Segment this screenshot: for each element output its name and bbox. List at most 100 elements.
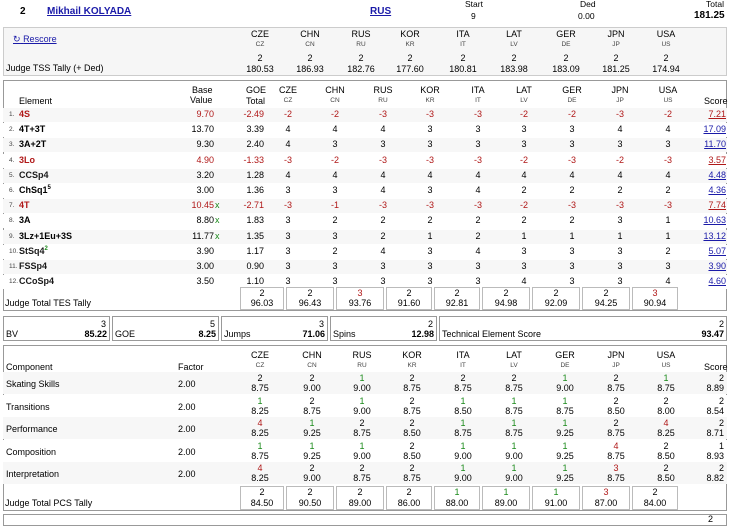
rescore-link[interactable]: ↻ Rescore (13, 34, 57, 44)
element-judge-code: USA (658, 85, 678, 95)
pcs-judge-sub: IT (460, 362, 466, 369)
element-judge-goe: -3 (425, 109, 434, 119)
element-judge-goe: -3 (473, 109, 482, 119)
tes-tally-rank: 3 (357, 288, 363, 298)
element-judge-goe: 2 (569, 185, 575, 195)
component-score-rank: 2 (718, 395, 724, 406)
component-judge-mark: 8.75 (403, 405, 421, 416)
element-score[interactable]: 7.21 (708, 109, 726, 119)
element-judge-sub: RU (378, 97, 388, 104)
element-judge-sub: KR (425, 97, 435, 104)
tss-value: 183.98 (500, 64, 528, 74)
component-judge-rank: 1 (359, 373, 365, 383)
component-judge-mark: 8.75 (607, 383, 625, 393)
element-score[interactable]: 13.12 (703, 230, 726, 241)
element-judge-goe: -3 (567, 200, 576, 211)
element-judge-goe: 4 (380, 124, 386, 135)
element-judge-code: GER (562, 85, 582, 95)
element-goe: -2.49 (243, 109, 264, 119)
component-judge-mark: 8.75 (303, 405, 321, 416)
element-base-value: 3.90 (196, 245, 214, 256)
total-score: 181.25 (694, 10, 725, 21)
element-row (3, 168, 727, 183)
component-judge-mark: 9.00 (303, 383, 321, 393)
element-score[interactable]: 4.60 (708, 276, 726, 287)
element-judge-goe: 3 (332, 185, 338, 195)
element-judge-sub: IT (475, 97, 481, 104)
element-judge-goe: -3 (283, 200, 292, 211)
component-score-rank: 2 (718, 373, 724, 383)
component-judge-rank: 1 (460, 440, 466, 451)
element-judge-goe: 4 (521, 169, 527, 180)
pcs-judge-code: RUS (352, 350, 372, 360)
pcs-judge-code: CZE (251, 350, 269, 360)
pcs-judge-sub: US (661, 362, 671, 369)
component-judge-mark: 8.75 (251, 450, 269, 461)
jumps-label: Jumps (224, 329, 251, 339)
pcs-tally-rank: 2 (406, 487, 412, 497)
element-score[interactable]: 7.74 (708, 200, 726, 211)
component-judge-rank: 2 (460, 373, 466, 383)
element-judge-goe: 3 (380, 276, 386, 287)
element-score[interactable]: 5.07 (708, 245, 726, 256)
element-judge-goe: -3 (615, 200, 624, 211)
element-score[interactable]: 4.36 (708, 185, 726, 195)
element-base-value: 10.45 (191, 200, 214, 211)
tes-tally-cell (386, 287, 432, 310)
element-score[interactable]: 3.57 (708, 154, 726, 165)
component-judge-rank: 2 (257, 373, 263, 383)
element-bonus-x: x (215, 230, 220, 241)
element-name: 3Lo (19, 154, 36, 165)
element-score[interactable]: 17.09 (703, 124, 726, 135)
element-row (3, 108, 727, 122)
goe-rank: 5 (209, 319, 215, 329)
element-judge-goe: 2 (569, 215, 575, 226)
nation-link[interactable]: RUS (370, 6, 392, 17)
judge-code: KOR (400, 29, 420, 39)
element-number: 1. (9, 111, 15, 118)
tes-box-rank: 2 (718, 319, 724, 329)
element-base-value: 8.80 (196, 215, 214, 226)
element-name: CCSp4 (19, 169, 49, 180)
pcs-judge-sub: CZ (255, 362, 265, 369)
component-judge-rank: 3 (613, 463, 619, 474)
component-name: Transitions (6, 401, 50, 412)
pcs-tally-value: 88.00 (445, 498, 469, 508)
component-judge-mark: 9.00 (454, 473, 472, 484)
element-bonus-x: x (215, 200, 220, 211)
pcs-tally-cell (286, 486, 334, 510)
element-judge-code: CZE (279, 85, 297, 95)
element-judge-goe: 4 (380, 185, 386, 195)
component-judge-mark: 9.00 (353, 383, 371, 393)
component-judge-rank: 1 (562, 395, 568, 406)
tes-tally-cell (632, 287, 678, 310)
element-score[interactable]: 11.70 (704, 139, 726, 150)
component-name: Composition (6, 446, 57, 457)
element-judge-goe: 3 (521, 245, 527, 256)
element-name: 3A+2T (19, 139, 47, 150)
jumps-value: 71.06 (302, 329, 325, 339)
element-score[interactable]: 3.90 (708, 261, 726, 271)
jumps-rank: 3 (318, 319, 324, 329)
pcs-tally-value: 84.50 (250, 498, 274, 508)
element-score[interactable]: 10.63 (703, 215, 726, 226)
element-judge-sub: CN (330, 97, 340, 104)
element-name: CCoSp4 (19, 276, 55, 287)
element-judge-goe: 4 (380, 169, 386, 180)
element-judge-goe: 3 (569, 276, 575, 287)
element-judge-goe: 2 (427, 215, 433, 226)
element-score[interactable]: 4.48 (708, 169, 726, 180)
component-judge-rank: 1 (460, 418, 466, 429)
component-judge-rank: 1 (359, 395, 365, 406)
element-judge-goe: 1 (617, 230, 623, 241)
next-panel (3, 514, 727, 526)
element-judge-goe: -3 (283, 154, 292, 165)
component-score-rank: 1 (718, 440, 724, 451)
component-judge-rank: 2 (409, 440, 415, 451)
pcs-tally-cell (240, 486, 284, 510)
goe-box (112, 316, 219, 341)
tes-tally-rank: 3 (652, 288, 658, 298)
skater-name-link[interactable]: Mikhail KOLYADA (47, 6, 132, 17)
component-judge-rank: 1 (511, 463, 517, 474)
component-judge-rank: 1 (562, 463, 568, 474)
